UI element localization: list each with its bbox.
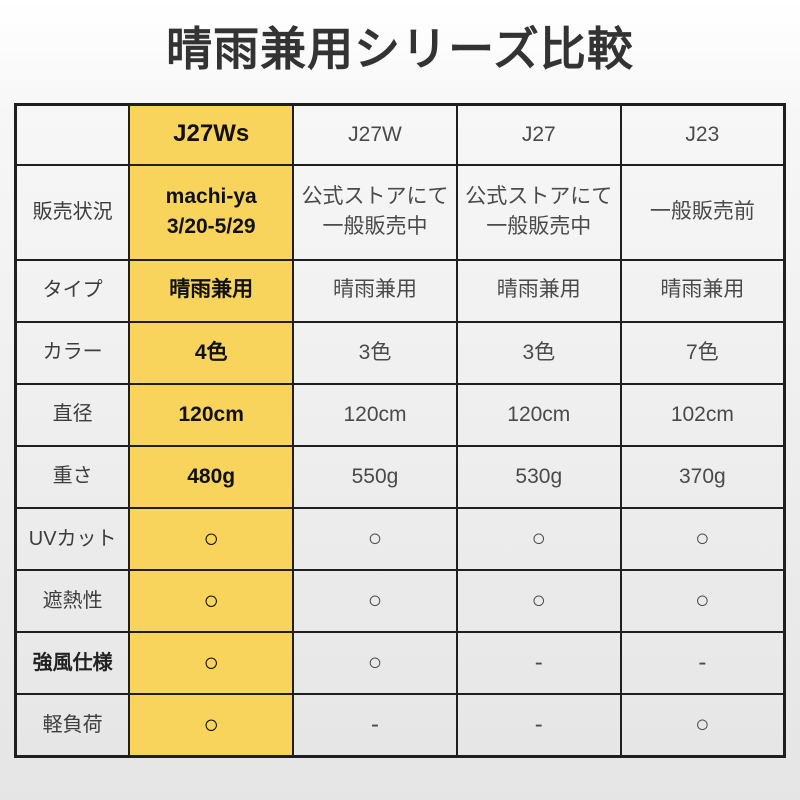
table-row: 強風仕様 ○ ○ - - (14, 631, 786, 696)
table-cell: 480g (128, 444, 295, 510)
column-header-j27w: J27W (292, 103, 458, 166)
page-title: 晴雨兼用シリーズ比較 (166, 23, 634, 75)
column-header-j27ws: J27Ws (128, 103, 295, 166)
table-cell: ○ (128, 693, 295, 758)
column-header-j23: J23 (619, 103, 786, 166)
comparison-table: J27Ws J27W J27 J23 販売状況 machi-ya 3/20-5/29 公式… (14, 103, 786, 758)
table-cell: ○ (128, 631, 295, 696)
table-cell: ○ (455, 569, 622, 634)
table-row: UVカット ○ ○ ○ ○ (14, 507, 786, 572)
table-cell: 一般販売前 (619, 163, 786, 261)
table-row: 直径 120cm 120cm 120cm 102cm (14, 382, 786, 447)
row-label: 遮熱性 (14, 569, 131, 634)
table-row: カラー 4色 3色 3色 7色 (14, 320, 786, 385)
table-row: 重さ 480g 550g 530g 370g (14, 444, 786, 510)
table-row: 販売状況 machi-ya 3/20-5/29 公式ストアにて 一般販売中 公式ストア… (14, 163, 786, 261)
table-cell: 晴雨兼用 (128, 258, 295, 323)
row-label: タイプ (14, 258, 131, 323)
row-label: 強風仕様 (14, 631, 131, 696)
table-cell: 晴雨兼用 (292, 258, 458, 323)
table-cell: 120cm (128, 382, 295, 447)
table-row: 遮熱性 ○ ○ ○ ○ (14, 569, 786, 634)
table-cell: - (455, 693, 622, 758)
table-cell: ○ (455, 507, 622, 572)
table-cell: 4色 (128, 320, 295, 385)
table-cell: 3色 (292, 320, 458, 385)
table-cell: 550g (292, 444, 458, 510)
column-header-j27: J27 (455, 103, 622, 166)
table-row: タイプ 晴雨兼用 晴雨兼用 晴雨兼用 晴雨兼用 (14, 258, 786, 323)
row-label: UVカット (14, 507, 131, 572)
table-cell: - (292, 693, 458, 758)
row-label: 販売状況 (14, 163, 131, 261)
table-cell: - (455, 631, 622, 696)
table-cell: machi-ya 3/20-5/29 (128, 163, 295, 261)
table-cell: ○ (292, 631, 458, 696)
table-cell: ○ (619, 569, 786, 634)
table-cell: 370g (619, 444, 786, 510)
table-cell: 7色 (619, 320, 786, 385)
table-cell: 120cm (455, 382, 622, 447)
table-cell: 120cm (292, 382, 458, 447)
table-cell: 公式ストアにて 一般販売中 (292, 163, 458, 261)
table-cell: 3色 (455, 320, 622, 385)
corner-cell (14, 103, 131, 166)
row-label: 重さ (14, 444, 131, 510)
table-cell: 晴雨兼用 (455, 258, 622, 323)
table-cell: ○ (128, 569, 295, 634)
table-cell: 晴雨兼用 (619, 258, 786, 323)
table-cell: 公式ストアにて 一般販売中 (455, 163, 622, 261)
table-cell: ○ (292, 569, 458, 634)
table-row: 軽負荷 ○ - - ○ (14, 693, 786, 758)
row-label: 直径 (14, 382, 131, 447)
table-cell: ○ (292, 507, 458, 572)
table-cell: 530g (455, 444, 622, 510)
row-label: カラー (14, 320, 131, 385)
table-cell: ○ (128, 507, 295, 572)
table-cell: 102cm (619, 382, 786, 447)
table-cell: ○ (619, 693, 786, 758)
table-cell: ○ (619, 507, 786, 572)
table-cell: - (619, 631, 786, 696)
row-label: 軽負荷 (14, 693, 131, 758)
header-row: J27Ws J27W J27 J23 (14, 103, 786, 166)
